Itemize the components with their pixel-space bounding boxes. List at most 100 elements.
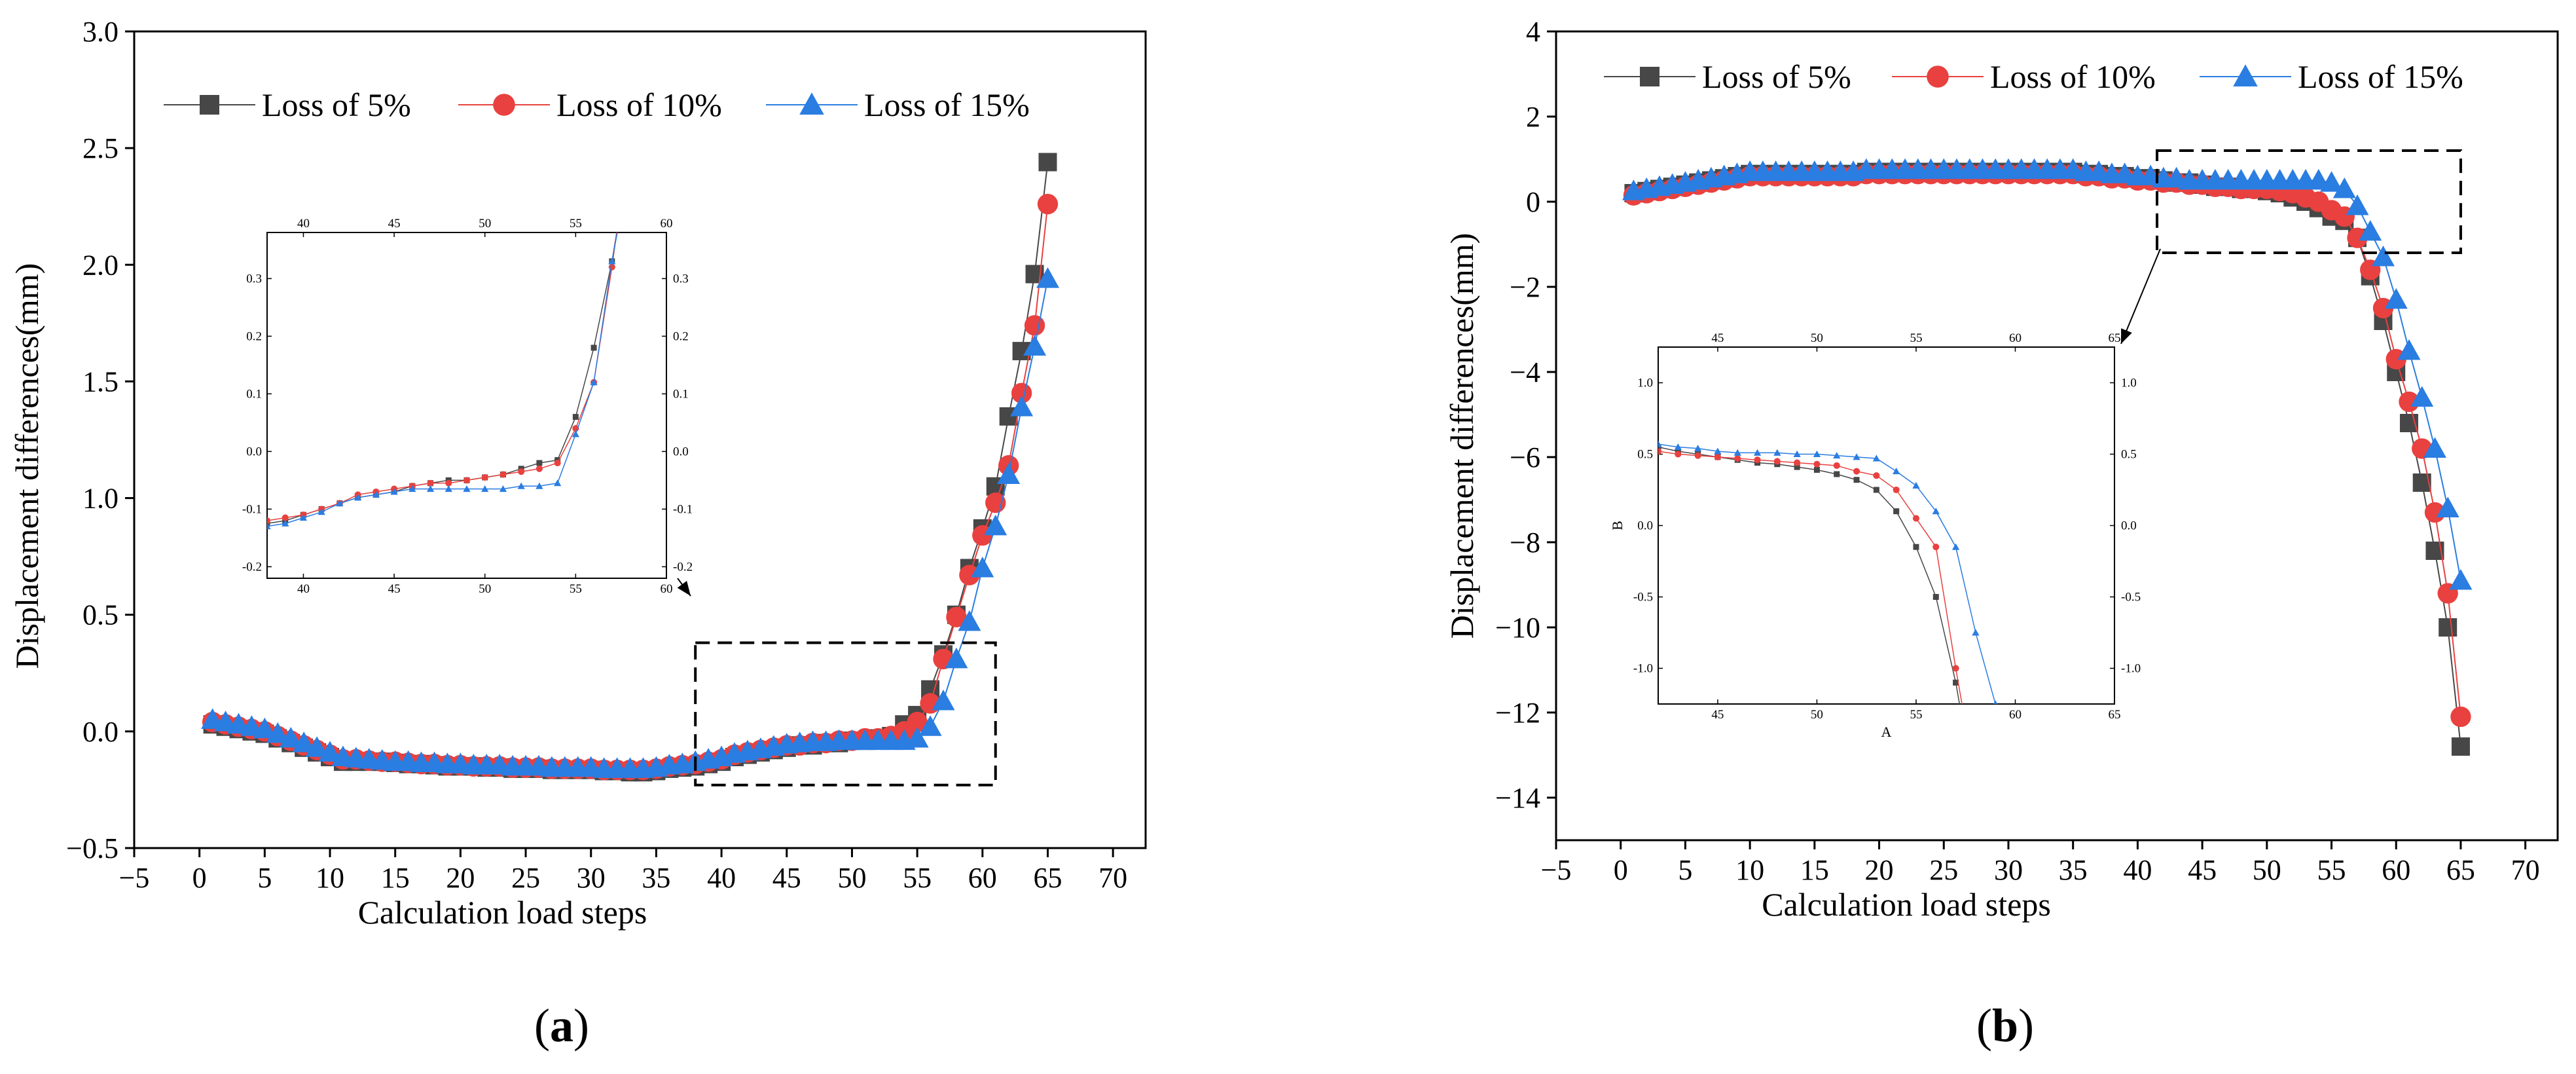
panel-a-data-point — [907, 711, 928, 733]
panel-a-inset-point — [535, 465, 543, 472]
panel-b-x-tick-label: 5 — [1678, 854, 1692, 886]
panel-a-y-tick-label: 0.0 — [82, 716, 118, 748]
panel-a-inset-point — [518, 468, 525, 475]
panel-b-data-point — [2450, 706, 2471, 728]
panel-b-legend-label: Loss of 10% — [1990, 58, 2156, 95]
panel-b-y-tick-label: −10 — [1495, 612, 1540, 644]
panel-b-inset-point — [1694, 452, 1701, 459]
panel-b-inset-point — [1873, 472, 1880, 479]
panel-a-inset-point — [281, 519, 289, 527]
panel-a-inset-y-tick-label: 0.1 — [246, 387, 262, 401]
panel-a-inset-point — [427, 479, 434, 487]
panel-a-data-point — [958, 610, 981, 631]
panel-b-inset-y-tick-label: -0.5 — [1633, 591, 1653, 604]
panel-a-inset-point — [481, 473, 488, 481]
panel-b-inset-point — [1794, 464, 1800, 470]
panel-a-data-point — [945, 647, 968, 669]
panel-b-x-tick-label: 60 — [2382, 854, 2410, 886]
panel-a-data-point — [1037, 193, 1059, 215]
panel-b-inset-point — [2012, 951, 2018, 957]
panel-a-y-tick-label: 3.0 — [82, 16, 118, 48]
panel-a-inset-point — [267, 517, 271, 525]
panel-a-x-tick-label: 35 — [642, 862, 670, 894]
panel-b-inset-x-tick-label-top: 50 — [1811, 331, 1823, 345]
panel-a-zoom-box — [694, 641, 997, 787]
panel-b-x-axis-title: Calculation load steps — [1762, 886, 2051, 923]
panel-b-inset-point — [1932, 594, 1939, 600]
panel-a-inset-point — [499, 485, 507, 492]
panel-b-data-point — [2423, 437, 2446, 458]
panel-b-zoom-arrow — [2120, 248, 2161, 344]
panel-b-inset-point — [1793, 450, 1801, 457]
panel-a-data-point — [1011, 382, 1032, 403]
panel-b-inset-point — [1912, 515, 1919, 522]
panel-b-data-point — [2449, 569, 2473, 590]
panel-b-data-point — [2384, 288, 2408, 309]
panel-b-inset-point — [1753, 449, 1762, 456]
panel-b-inset-y-tick-label-right: 1.0 — [2121, 377, 2137, 390]
panel-a-data-point — [201, 708, 225, 730]
panel-b-inset-point — [1694, 445, 1702, 452]
panel-b-x-tick-label: 70 — [2511, 854, 2540, 886]
panel-b-data-point — [2451, 737, 2470, 756]
panel-a-data-point — [932, 690, 955, 711]
panel-b-inset-point — [1893, 508, 1900, 515]
panel-a-inset-point — [463, 477, 471, 484]
panel-b-zoom-box — [2156, 149, 2462, 254]
panel-a-x-tick-label: 65 — [1033, 862, 1062, 894]
panel-a-chart: −5 0 5 10 15 20 25 30 35 40 45 50 55 60 65 70 −0.5 0.0 0.5… — [9, 16, 1147, 931]
panel-a-x-tick-label: 50 — [837, 862, 866, 894]
panel-b-inset-point — [1912, 481, 1920, 489]
panel-a-inset-y-tick-label-right: 0.3 — [673, 272, 689, 286]
panel-a-inset-point — [372, 491, 380, 498]
panel-a-inset-point — [481, 485, 489, 492]
panel-b-inset-point — [1952, 665, 1959, 672]
panel-b-legend-marker — [2233, 64, 2258, 86]
panel-b-inset-point — [1674, 443, 1682, 451]
panel-b-inset-x-title: A — [1881, 724, 1892, 740]
panel-a-inset-x-tick-label-top: 50 — [479, 217, 491, 231]
panel-b-inset-y-tick-label: -1.0 — [1633, 662, 1653, 676]
panel-a-x-axis-title: Calculation load steps — [358, 894, 647, 931]
panel-a-x-tick-label: 45 — [772, 862, 801, 894]
panel-b-label: (b) — [1976, 999, 2034, 1052]
panel-a-data-point — [266, 722, 289, 743]
panel-a-data-point — [959, 565, 980, 585]
panel-a-data-point — [227, 713, 250, 734]
panel-a-inset-point — [390, 488, 398, 495]
panel-a-label: (a) — [534, 999, 589, 1052]
panel-a-y-tick-label: 2.5 — [82, 132, 118, 164]
panel-b-inset-point — [1951, 543, 1960, 550]
panel-a-y-tick-label: 0.5 — [82, 599, 118, 631]
panel-b-x-tick-label: −5 — [1541, 854, 1572, 886]
panel-a-data-point — [905, 727, 929, 748]
panel-b-inset-x-tick-label-top: 65 — [2109, 331, 2121, 345]
panel-b-y-tick-label: −14 — [1495, 782, 1540, 814]
panel-b-inset-point — [1813, 460, 1821, 468]
panel-a-inset-point — [517, 482, 525, 489]
panel-a-data-point — [279, 727, 302, 748]
panel-a-inset-point — [299, 513, 308, 521]
panel-b-inset-y-tick-label-right: -1.0 — [2121, 662, 2141, 676]
panel-b-inset-point — [1813, 450, 1821, 457]
panel-a-x-tick-label: 0 — [192, 862, 207, 894]
panel-b-data-point — [2439, 618, 2458, 637]
panel-b-data-point — [2359, 220, 2382, 241]
panel-a-data-point — [918, 715, 942, 736]
panel-a-inset-point — [627, 131, 634, 138]
panel-a-x-tick-label: 5 — [257, 862, 272, 894]
panel-b-inset-x-tick-label: 60 — [2009, 708, 2022, 722]
panel-b-y-tick-label: −8 — [1510, 527, 1540, 559]
panel-a-data-point — [240, 715, 263, 736]
panel-a-zoom-arrow-head — [677, 580, 691, 596]
panel-a-data-point — [946, 606, 967, 627]
panel-a-y-axis-title: Displacement differences(mm) — [9, 263, 45, 669]
panel-b-inset-point — [1993, 700, 1998, 704]
panel-b-data-point — [2332, 177, 2356, 198]
panel-b-plot-frame — [1555, 30, 2559, 842]
panel-a-inset-point — [627, 149, 633, 155]
panel-a-x-tick-label: 10 — [316, 862, 344, 894]
panel-a-inset-point — [572, 414, 579, 420]
panel-a-inset-point — [535, 482, 543, 489]
panel-a-data-point — [1036, 267, 1059, 288]
